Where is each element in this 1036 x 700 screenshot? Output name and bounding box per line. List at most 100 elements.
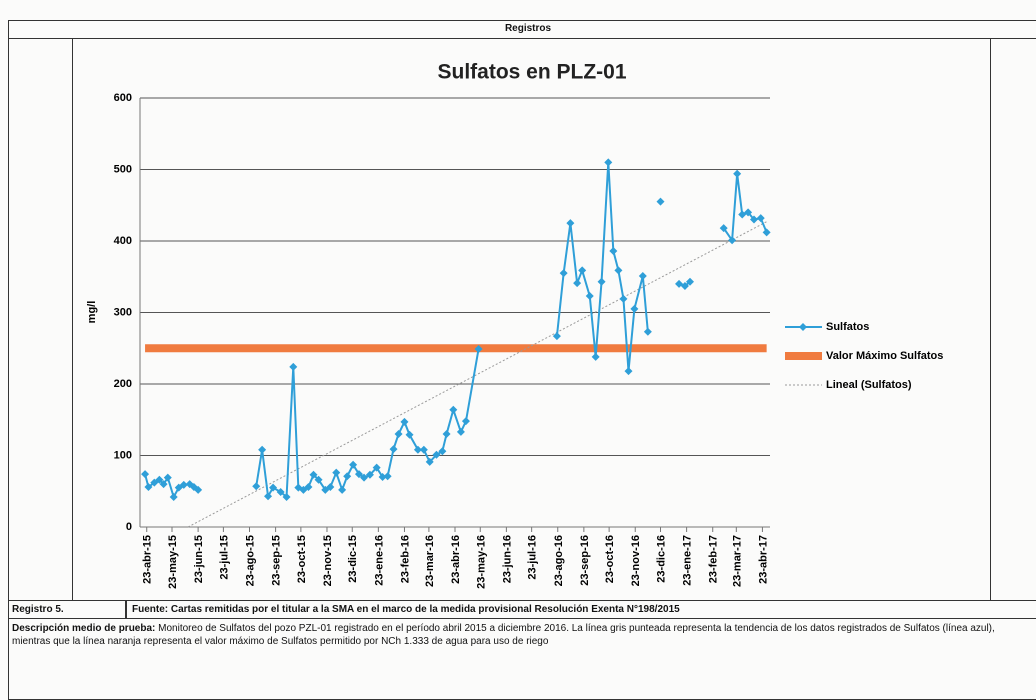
x-tick-label: 23-jul-15 bbox=[218, 535, 230, 580]
x-tick-label: 23-mar-17 bbox=[731, 535, 743, 587]
data-point bbox=[559, 269, 568, 278]
data-point bbox=[405, 430, 414, 439]
data-point bbox=[474, 344, 483, 353]
x-tick-label: 23-ene-17 bbox=[682, 535, 694, 586]
y-tick-label: 400 bbox=[114, 235, 132, 247]
chart-title: Sulfatos en PLZ-01 bbox=[437, 61, 626, 84]
data-point bbox=[578, 266, 587, 275]
data-point bbox=[762, 228, 771, 237]
x-tick-label: 23-abr-17 bbox=[757, 535, 769, 584]
data-point bbox=[159, 480, 168, 489]
data-point bbox=[394, 430, 403, 439]
description-label: Descripción medio de prueba: bbox=[12, 623, 156, 634]
data-point bbox=[630, 304, 639, 313]
x-tick-label: 23-abr-16 bbox=[450, 535, 462, 584]
data-point bbox=[378, 472, 387, 481]
data-point bbox=[144, 482, 153, 491]
data-point bbox=[194, 485, 203, 494]
data-point bbox=[360, 473, 369, 482]
x-tick-label: 23-ago-15 bbox=[244, 535, 256, 586]
data-point bbox=[258, 445, 267, 454]
x-tick-label: 23-sep-15 bbox=[271, 535, 283, 586]
header-row bbox=[8, 20, 1036, 39]
page: {"header":{"title":"Registros"}, "chart_… bbox=[8, 20, 1036, 700]
data-point bbox=[675, 279, 684, 288]
description: Monitoreo de Sulfatos del pozo PZL-01 re… bbox=[12, 623, 995, 647]
data-point bbox=[749, 215, 758, 224]
x-tick-label: 23-nov-15 bbox=[322, 535, 334, 586]
x-tick-label: 23-jun-16 bbox=[501, 535, 513, 583]
data-point bbox=[155, 475, 164, 484]
x-tick-label: 23-mar-16 bbox=[424, 535, 436, 587]
source: Fuente: Cartas remitidas por el titular … bbox=[132, 604, 680, 615]
data-point bbox=[456, 427, 465, 436]
record-row bbox=[8, 600, 1036, 619]
data-point bbox=[656, 197, 665, 206]
data-point bbox=[738, 210, 747, 219]
header-title: Registros bbox=[504, 23, 552, 34]
series-line bbox=[144, 162, 768, 500]
data-point bbox=[432, 450, 441, 459]
data-point bbox=[179, 480, 188, 489]
data-point bbox=[276, 487, 285, 496]
data-point bbox=[354, 470, 363, 479]
x-tick-label: 23-jul-16 bbox=[527, 535, 539, 580]
data-point bbox=[425, 457, 434, 466]
data-point bbox=[141, 470, 150, 479]
data-point bbox=[728, 236, 737, 245]
data-point bbox=[597, 277, 606, 286]
data-point bbox=[680, 282, 689, 291]
data-point bbox=[289, 362, 298, 371]
y-axis-label: mg/l bbox=[86, 301, 98, 324]
x-tick-label: 23-oct-16 bbox=[604, 535, 616, 583]
data-point bbox=[461, 417, 470, 426]
data-point bbox=[338, 485, 347, 494]
x-tick-label: 23-jun-15 bbox=[193, 535, 205, 583]
data-point bbox=[383, 472, 392, 481]
data-point bbox=[733, 169, 742, 178]
data-point bbox=[264, 492, 273, 501]
data-point bbox=[400, 417, 409, 426]
y-tick-label: 500 bbox=[114, 163, 132, 175]
legend-label: Lineal (Sulfatos) bbox=[826, 379, 912, 391]
data-point bbox=[685, 277, 694, 286]
legend-label: Sulfatos bbox=[826, 321, 869, 333]
x-tick-label: 23-may-15 bbox=[167, 535, 179, 589]
data-point bbox=[163, 473, 172, 482]
data-point bbox=[604, 158, 613, 167]
record: Registro 5. bbox=[12, 604, 64, 615]
data-point bbox=[585, 292, 594, 301]
data-point bbox=[282, 492, 291, 501]
series-line bbox=[187, 221, 767, 528]
data-point bbox=[624, 367, 633, 376]
y-tick-label: 100 bbox=[114, 449, 132, 461]
data-point bbox=[449, 405, 458, 414]
y-tick-label: 300 bbox=[114, 306, 132, 318]
x-tick-label: 23-feb-16 bbox=[399, 535, 411, 583]
data-point bbox=[609, 247, 618, 256]
data-point bbox=[566, 219, 575, 228]
data-point bbox=[744, 208, 753, 217]
data-point bbox=[643, 327, 652, 336]
legend-label: Valor Máximo Sulfatos bbox=[826, 350, 943, 362]
legend-marker bbox=[799, 323, 807, 331]
data-point bbox=[638, 272, 647, 281]
data-point bbox=[169, 492, 178, 501]
data-point bbox=[304, 482, 313, 491]
data-point bbox=[332, 468, 341, 477]
data-point bbox=[619, 294, 628, 303]
data-point bbox=[343, 472, 352, 481]
chart: Sulfatos en PLZ-01 mg/l 0 100 200 300 400 500… bbox=[86, 61, 943, 589]
x-tick-label: 23-dic-15 bbox=[347, 535, 359, 583]
x-tick-label: 23-sep-16 bbox=[579, 535, 591, 586]
data-point bbox=[314, 475, 323, 484]
x-tick-label: 23-dic-16 bbox=[656, 535, 668, 583]
data-point bbox=[442, 430, 451, 439]
y-tick-label: 0 bbox=[126, 521, 132, 533]
data-point bbox=[756, 214, 765, 223]
chart-cell bbox=[72, 38, 991, 601]
data-point bbox=[573, 279, 582, 288]
x-tick-label: 23-ago-16 bbox=[553, 535, 565, 586]
data-point bbox=[438, 447, 447, 456]
data-point bbox=[365, 470, 374, 479]
